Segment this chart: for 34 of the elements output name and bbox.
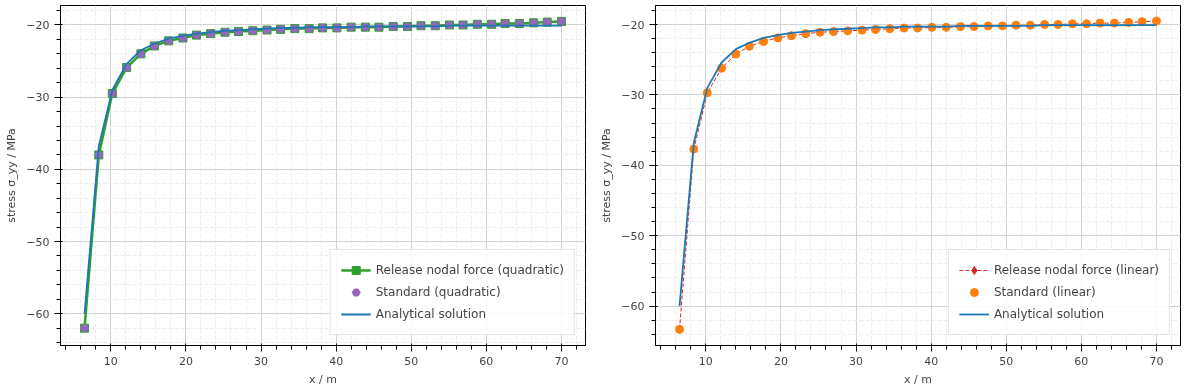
x-tick-label: 40	[924, 354, 939, 368]
legend-label: Release nodal force (quadratic)	[375, 263, 564, 277]
x-tick-label: 10	[103, 354, 118, 368]
x-tick-label: 30	[254, 354, 269, 368]
x-tick-label: 70	[554, 354, 569, 368]
y-tick-label: −20	[26, 18, 50, 32]
y-tick-label: −60	[26, 307, 50, 321]
x-axis-title: x / m	[309, 372, 337, 386]
y-axis-title: stress σ_yy / MPa	[600, 128, 614, 223]
x-tick-label: 60	[479, 354, 494, 368]
x-tick-label: 70	[1149, 354, 1164, 368]
y-tick-label: −30	[621, 88, 645, 102]
legend-label: Analytical solution	[375, 307, 486, 321]
x-tick-label: 30	[849, 354, 864, 368]
x-tick-label: 50	[404, 354, 419, 368]
y-tick-label: −60	[621, 300, 645, 314]
x-axis-title: x / m	[904, 372, 932, 386]
legend-label: Analytical solution	[993, 307, 1105, 321]
legend-label: Release nodal force (linear)	[993, 263, 1159, 277]
x-tick-label: 60	[1074, 354, 1089, 368]
x-tick-label: 10	[698, 354, 713, 368]
y-tick-label: −40	[621, 159, 645, 173]
y-tick-label: −50	[26, 235, 50, 249]
legend-label: Standard (quadratic)	[375, 285, 501, 299]
x-tick-label: 20	[178, 354, 193, 368]
x-tick-label: 50	[999, 354, 1014, 368]
y-axis-title: stress σ_yy / MPa	[5, 128, 19, 223]
y-tick-label: −40	[26, 163, 50, 177]
y-tick-label: −20	[621, 18, 645, 32]
x-tick-label: 40	[329, 354, 344, 368]
legend-label: Standard (linear)	[993, 285, 1096, 299]
x-tick-label: 20	[773, 354, 788, 368]
y-tick-label: −30	[26, 91, 50, 105]
y-tick-label: −50	[621, 229, 645, 243]
